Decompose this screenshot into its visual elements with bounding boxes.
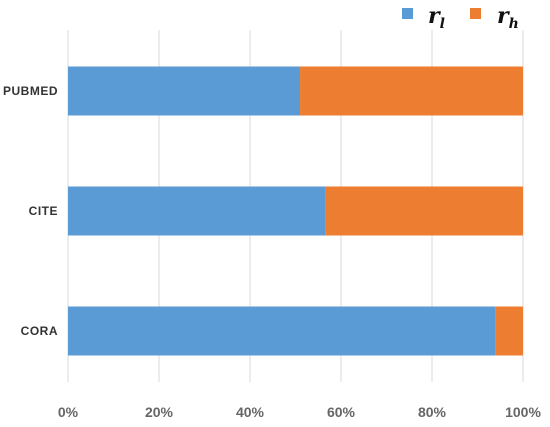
category-labels: PUBMED CITE CORA	[3, 84, 58, 338]
x-tick-label: 100%	[505, 404, 541, 420]
x-tick-label: 60%	[327, 404, 356, 420]
category-label: CORA	[21, 324, 58, 338]
legend: rl rh	[402, 3, 519, 32]
legend-label-r-l: rl	[428, 3, 445, 32]
category-label: CITE	[29, 204, 58, 218]
x-tick-label: 80%	[418, 404, 447, 420]
bar-cite-r-h	[325, 186, 523, 236]
category-label: PUBMED	[3, 84, 58, 98]
bar-pubmed-r-l	[68, 66, 301, 116]
bar-cite-r-l	[68, 186, 326, 236]
x-tick-label: 20%	[145, 404, 174, 420]
x-tick-label: 40%	[236, 404, 265, 420]
legend-swatch-r-l	[402, 8, 413, 19]
x-tick-label: 0%	[58, 404, 79, 420]
legend-label-r-h: rh	[497, 3, 519, 32]
x-tick-labels: 0% 20% 40% 60% 80% 100%	[58, 404, 542, 420]
bar-cora-r-h	[495, 306, 523, 356]
legend-swatch-r-h	[470, 8, 481, 19]
bar-pubmed-r-h	[300, 66, 523, 116]
bar-cora-r-l	[68, 306, 496, 356]
bars	[68, 66, 523, 356]
